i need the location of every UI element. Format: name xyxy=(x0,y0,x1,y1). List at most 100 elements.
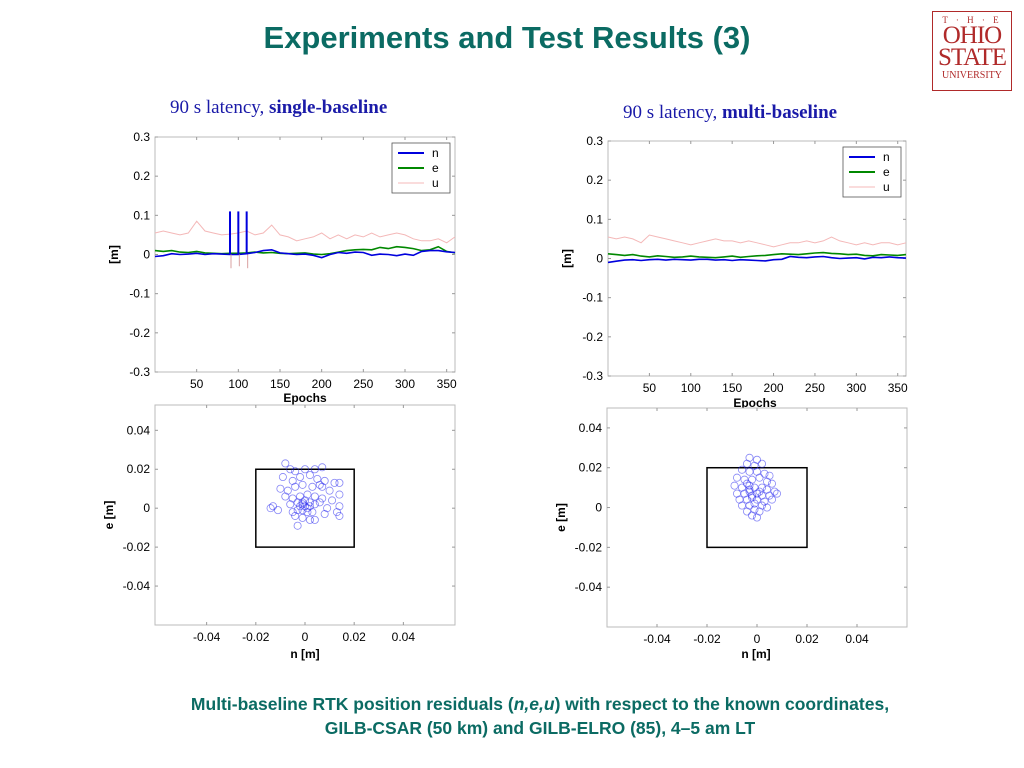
scatter-point xyxy=(335,511,344,520)
series-line-n xyxy=(607,255,907,264)
scatter-point xyxy=(325,486,334,495)
scatter-point xyxy=(305,471,314,480)
scatter-point xyxy=(750,499,759,508)
scatter-point xyxy=(743,459,752,468)
scatter-point xyxy=(318,482,327,491)
x-tick-label: 0.04 xyxy=(392,630,416,644)
y-tick-label: -0.2 xyxy=(582,330,603,344)
scatter-point xyxy=(738,465,747,474)
ts-multi-chart: 50 100 150 200 250 300 350 0.3 0.2 0.1 0 -0.1 -0.2 -0… xyxy=(560,134,908,410)
scatter-point xyxy=(283,486,292,495)
y-tick-label: 0.3 xyxy=(586,134,603,148)
x-tick-label: 0.04 xyxy=(845,632,869,646)
x-tick-label: 250 xyxy=(353,377,373,391)
y-tick-label: 0 xyxy=(596,252,603,266)
legend-label-e: e xyxy=(432,161,439,175)
scatter-point xyxy=(310,515,319,524)
subtitle-multi-baseline: 90 s latency, multi-baseline xyxy=(623,102,837,124)
y-tick-label: 0.2 xyxy=(586,173,603,187)
scatter-point xyxy=(269,502,278,511)
legend-label-e: e xyxy=(883,165,890,179)
scatter-point xyxy=(758,483,767,492)
scatter-point xyxy=(288,508,297,517)
scatter-point xyxy=(296,502,305,511)
scatter-point xyxy=(298,498,307,507)
ohio-state-logo: T · H · E OHIO STATE UNIVERSITY xyxy=(932,11,1012,91)
scatter-point xyxy=(330,478,339,487)
scatter-point xyxy=(753,513,762,522)
scatter-point xyxy=(286,500,295,509)
scatter-point xyxy=(281,459,290,468)
scatter-point xyxy=(768,495,777,504)
scatter-point xyxy=(763,477,772,486)
scatter-point xyxy=(298,513,307,522)
scatter-point xyxy=(291,467,300,476)
scatter-point xyxy=(763,503,772,512)
scatter-point xyxy=(765,491,774,500)
subtitle-single-baseline: 90 s latency, single-baseline xyxy=(170,97,387,119)
scatter-point xyxy=(300,502,309,511)
logo-state: STATE xyxy=(938,44,1007,71)
y-tick-label: 0.04 xyxy=(127,423,151,437)
logo-university: UNIVERSITY xyxy=(942,70,1002,81)
scatter-point xyxy=(760,469,769,478)
x-tick-label: 0.02 xyxy=(343,630,367,644)
scatter-point xyxy=(293,498,302,507)
x-tick-label: 300 xyxy=(846,381,866,395)
scatter-point xyxy=(293,521,302,530)
scatter-point xyxy=(300,465,309,474)
scatter-point xyxy=(748,511,757,520)
x-tick-label: 100 xyxy=(228,377,248,391)
scatter-point xyxy=(753,495,762,504)
scatter-point xyxy=(332,508,341,517)
x-tick-label: 0 xyxy=(754,632,761,646)
scatter-point xyxy=(318,463,327,472)
x-axis-label: Epochs xyxy=(283,391,327,405)
scatter-point xyxy=(298,500,307,509)
subtitle-bold: single-baseline xyxy=(269,97,388,118)
x-tick-label: 100 xyxy=(681,381,701,395)
y-axis-label: e [m] xyxy=(554,503,568,532)
scatter-point xyxy=(291,482,300,491)
scatter-point xyxy=(730,481,739,490)
scatter-point xyxy=(305,502,314,511)
scatter-point xyxy=(733,473,742,482)
y-tick-label: -0.2 xyxy=(129,326,150,340)
scatter-point xyxy=(320,510,329,519)
caption-line-2: GILB-CSAR (50 km) and GILB-ELRO (85), 4–… xyxy=(324,718,756,738)
y-tick-label: 0.1 xyxy=(586,212,603,226)
y-axis-label: [m] xyxy=(560,249,574,268)
x-tick-label: 50 xyxy=(643,381,657,395)
x-tick-label: -0.04 xyxy=(643,632,671,646)
scatter-point xyxy=(323,504,332,513)
scatter-point xyxy=(281,492,290,501)
y-tick-label: 0.02 xyxy=(127,462,151,476)
y-tick-label: 0.04 xyxy=(579,421,603,435)
scatter-point xyxy=(320,476,329,485)
scatter-point xyxy=(298,480,307,489)
x-tick-label: 250 xyxy=(805,381,825,395)
slide-title: Experiments and Test Results (3) xyxy=(263,20,751,55)
scatter-point xyxy=(300,496,309,505)
caption-text-a: Multi-baseline RTK position residuals ( xyxy=(190,694,514,714)
scatter-point xyxy=(768,479,777,488)
tolerance-box xyxy=(255,468,355,548)
subtitle-normal: 90 s latency, xyxy=(623,102,723,123)
sc-multi-chart: -0.04 -0.02 0 0.02 0.04 0.04 0.02 0 -0.02 -0.04 n … xyxy=(554,407,908,661)
y-axis-label: [m] xyxy=(107,245,121,264)
logo-the: T · H · E xyxy=(942,15,1002,25)
x-tick-label: 300 xyxy=(395,377,415,391)
caption-text-em: n,e,u xyxy=(513,694,555,714)
scatter-point xyxy=(310,465,319,474)
scatter-point xyxy=(755,487,764,496)
sc-single-chart: -0.04 -0.02 0 0.02 0.04 0.04 0.02 0 -0.02 -0.04 n … xyxy=(102,404,456,661)
y-tick-label: 0 xyxy=(143,501,150,515)
scatter-point xyxy=(335,502,344,511)
legend: neu xyxy=(391,142,451,194)
scatter-point xyxy=(303,490,312,499)
y-tick-label: 0.2 xyxy=(133,169,150,183)
scatter-point xyxy=(296,473,305,482)
scatter-point xyxy=(313,474,322,483)
y-tick-label: -0.3 xyxy=(129,365,150,379)
